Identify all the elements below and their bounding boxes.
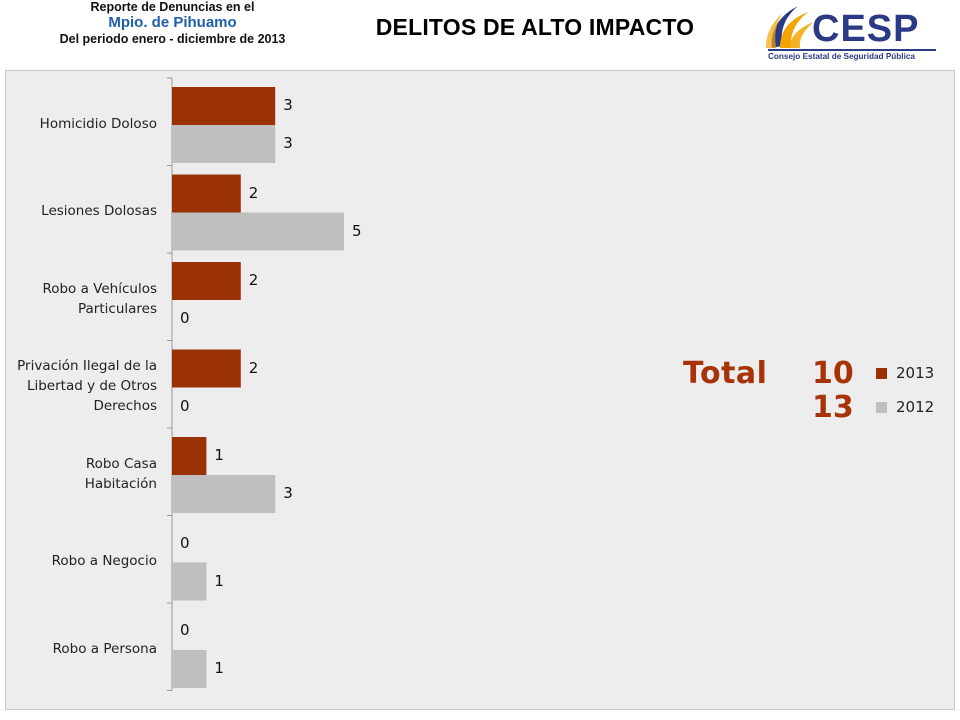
legend-label-2012: 2012 xyxy=(896,398,935,416)
report-header: Reporte de Denuncias en el Mpio. de Pihu… xyxy=(20,0,325,46)
category-label-6: Robo a Negocio xyxy=(51,553,157,570)
data-label-2012-6: 1 xyxy=(214,571,224,590)
category-label-1: Homicidio Doloso xyxy=(39,115,157,132)
data-label-2012-1: 3 xyxy=(283,134,293,152)
data-label-2012-7: 1 xyxy=(214,659,224,677)
data-label-2013-6: 0 xyxy=(180,533,190,552)
bar-2012-6 xyxy=(172,562,207,601)
bar-2013-2 xyxy=(172,174,241,213)
bar-2012-1 xyxy=(172,125,276,163)
data-label-2013-4: 2 xyxy=(248,358,259,377)
logo-rule xyxy=(768,49,936,51)
chart-panel xyxy=(5,70,955,710)
bar-2013-5 xyxy=(172,437,207,475)
flame-swoosh-icon xyxy=(766,6,814,48)
bar-2013-4 xyxy=(172,349,241,388)
legend-label-2013: 2013 xyxy=(896,364,935,382)
category-label-5: Robo Casa Habitación xyxy=(84,455,157,492)
data-label-2012-5: 3 xyxy=(283,484,293,502)
total-2013-value: 10 xyxy=(812,356,854,391)
category-label-3: Robo a Vehículos Particulares xyxy=(42,280,157,317)
municipality-name: Mpio. de Pihuamo xyxy=(108,14,237,32)
data-label-2013-5: 1 xyxy=(214,446,224,464)
category-label-4: Privación Ilegal de la Libertad y de Otro… xyxy=(17,358,157,415)
data-label-2012-4: 0 xyxy=(180,396,190,415)
data-label-2013-1: 3 xyxy=(283,96,293,114)
legend-swatch-2012 xyxy=(876,401,887,413)
total-label: Total xyxy=(683,356,768,391)
bar-2012-5 xyxy=(172,475,276,513)
legend-swatch-2013 xyxy=(876,367,887,379)
category-label-2: Lesiones Dolosas xyxy=(41,203,157,220)
total-2012-value: 13 xyxy=(812,390,854,425)
data-label-2013-7: 0 xyxy=(180,621,190,639)
bar-2013-3 xyxy=(172,262,241,300)
report-subtitle-line1: Reporte de Denuncias en el xyxy=(90,0,255,14)
bar-2012-2 xyxy=(172,212,344,251)
data-label-2013-2: 2 xyxy=(248,183,259,202)
category-label-7: Robo a Persona xyxy=(52,640,157,657)
legend-item-2013: 2013 xyxy=(876,363,934,383)
page-title: DELITOS DE ALTO IMPACTO xyxy=(375,14,695,40)
logo-subtitle: Consejo Estatal de Seguridad Pública xyxy=(768,52,915,61)
report-period: Del periodo enero - diciembre de 2013 xyxy=(59,31,286,46)
logo-wordmark: CESP xyxy=(812,8,920,50)
data-label-2012-3: 0 xyxy=(180,309,190,327)
data-label-2013-3: 2 xyxy=(248,271,259,289)
cesp-logo: CESP Consejo Estatal de Seguridad Públic… xyxy=(762,2,938,64)
legend-item-2012: 2012 xyxy=(876,397,934,417)
bar-2012-7 xyxy=(172,650,207,688)
data-label-2012-2: 5 xyxy=(352,221,362,240)
bar-2013-1 xyxy=(172,87,276,125)
